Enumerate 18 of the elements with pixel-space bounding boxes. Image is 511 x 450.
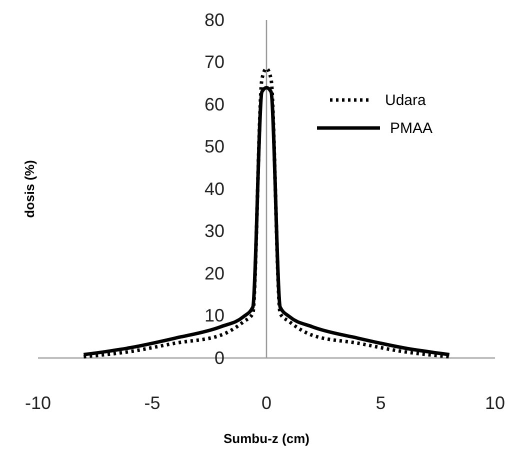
y-tick-label: 20	[204, 263, 224, 284]
y-tick-label: 0	[214, 348, 224, 368]
y-tick-label: 60	[204, 94, 224, 114]
x-tick-label: 5	[376, 392, 386, 413]
y-tick-label: 30	[204, 221, 224, 242]
y-tick-label: 10	[204, 306, 224, 326]
legend-label: Udara	[385, 92, 427, 109]
y-tick-label: 70	[204, 52, 224, 72]
y-tick-label: 50	[204, 136, 224, 157]
y-tick-label: 80	[204, 10, 224, 30]
y-axis-title: dosis (%)	[22, 160, 37, 218]
y-tick-label: 40	[204, 178, 224, 199]
x-tick-label: -10	[24, 392, 52, 413]
legend-label: PMAA	[390, 120, 433, 137]
x-tick-label: 10	[484, 392, 506, 413]
x-tick-label: -5	[144, 392, 160, 413]
x-tick-label: 0	[261, 392, 272, 413]
x-axis-title: Sumbu-z (cm)	[224, 431, 310, 446]
